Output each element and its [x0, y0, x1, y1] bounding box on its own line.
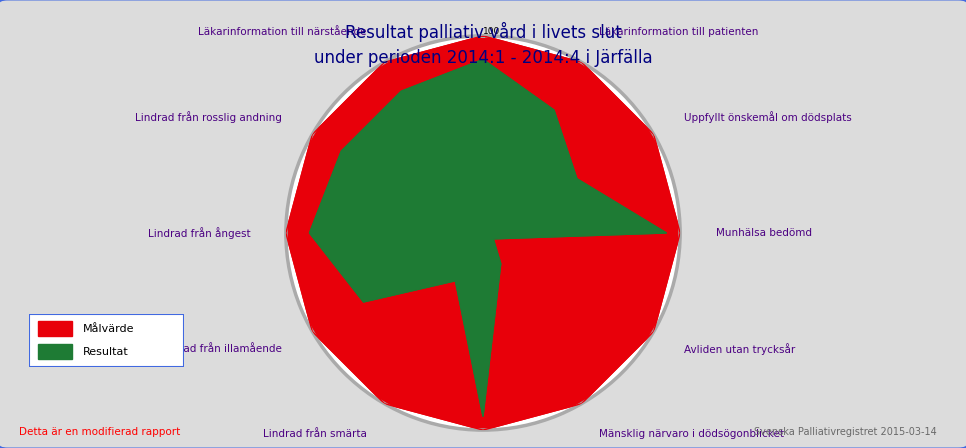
- Text: Uppfyllt önskemål om dödsplats: Uppfyllt önskemål om dödsplats: [685, 111, 852, 123]
- Text: Lindrad från ångest: Lindrad från ångest: [148, 227, 250, 239]
- FancyBboxPatch shape: [29, 314, 184, 367]
- Text: Målvärde: Målvärde: [83, 323, 134, 334]
- Bar: [39, 344, 72, 359]
- Text: Lindrad från illamående: Lindrad från illamående: [156, 344, 281, 354]
- Text: Mänsklig närvaro i dödsögonblicket: Mänsklig närvaro i dödsögonblicket: [599, 429, 784, 439]
- Text: Lindrad från rosslig andning: Lindrad från rosslig andning: [134, 111, 281, 123]
- Text: Svenska Palliativregistret 2015-03-14: Svenska Palliativregistret 2015-03-14: [754, 427, 937, 437]
- Text: Lindrad från smärta: Lindrad från smärta: [263, 429, 367, 439]
- Text: Munhälsa bedömd: Munhälsa bedömd: [716, 228, 811, 238]
- Text: Resultat palliativ vård i livets slut
under perioden 2014:1 - 2014:4 i Järfälla: Resultat palliativ vård i livets slut un…: [314, 22, 652, 68]
- Text: Läkarinformation till närstående: Läkarinformation till närstående: [198, 26, 367, 37]
- Bar: [39, 321, 72, 336]
- Polygon shape: [309, 60, 667, 416]
- Text: Avliden utan trycksår: Avliden utan trycksår: [685, 343, 796, 355]
- Text: Resultat: Resultat: [83, 347, 128, 357]
- Text: Detta är en modifierad rapport: Detta är en modifierad rapport: [19, 427, 181, 437]
- Text: Läkarinformation till patienten: Läkarinformation till patienten: [599, 26, 758, 37]
- Polygon shape: [286, 36, 680, 430]
